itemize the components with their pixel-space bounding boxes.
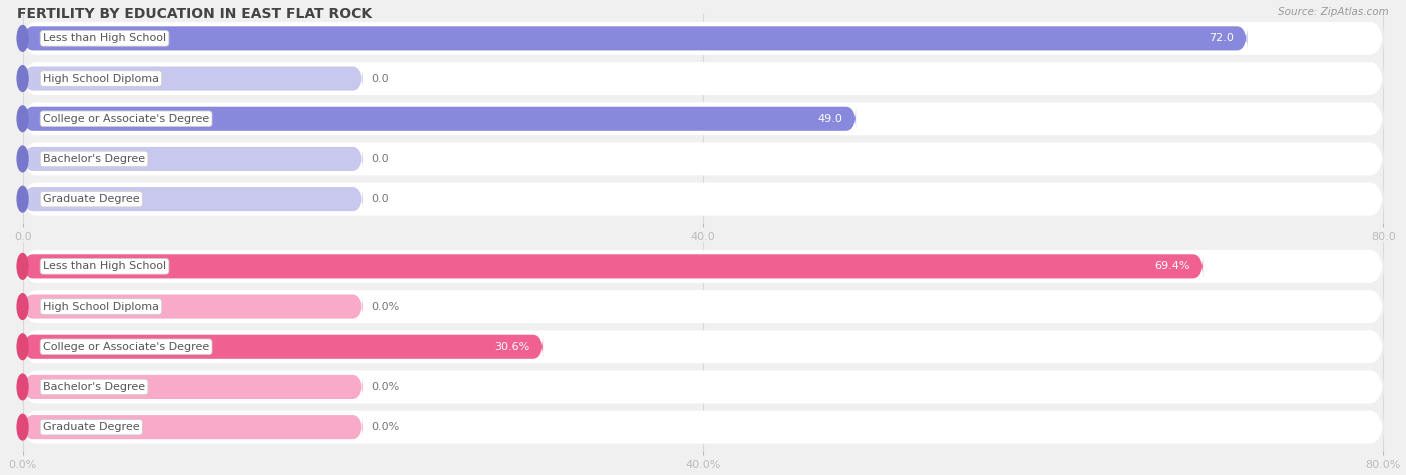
Circle shape	[17, 186, 28, 212]
Text: 0.0%: 0.0%	[371, 422, 399, 432]
FancyBboxPatch shape	[22, 22, 1384, 55]
Text: High School Diploma: High School Diploma	[44, 74, 159, 84]
FancyBboxPatch shape	[22, 290, 1384, 323]
Text: 0.0%: 0.0%	[371, 302, 399, 312]
Text: Graduate Degree: Graduate Degree	[44, 422, 139, 432]
FancyBboxPatch shape	[22, 26, 1247, 50]
Text: 0.0: 0.0	[371, 154, 389, 164]
Text: High School Diploma: High School Diploma	[44, 302, 159, 312]
FancyBboxPatch shape	[22, 66, 363, 91]
FancyBboxPatch shape	[22, 254, 1204, 278]
Text: 0.0%: 0.0%	[371, 382, 399, 392]
FancyBboxPatch shape	[22, 415, 363, 439]
FancyBboxPatch shape	[22, 294, 363, 319]
Circle shape	[17, 146, 28, 172]
Text: Graduate Degree: Graduate Degree	[44, 194, 139, 204]
FancyBboxPatch shape	[22, 250, 1384, 283]
FancyBboxPatch shape	[22, 102, 1384, 135]
Text: College or Associate's Degree: College or Associate's Degree	[44, 114, 209, 124]
Text: Source: ZipAtlas.com: Source: ZipAtlas.com	[1278, 7, 1389, 17]
Text: FERTILITY BY EDUCATION IN EAST FLAT ROCK: FERTILITY BY EDUCATION IN EAST FLAT ROCK	[17, 7, 373, 21]
FancyBboxPatch shape	[22, 335, 543, 359]
FancyBboxPatch shape	[22, 183, 1384, 216]
FancyBboxPatch shape	[22, 62, 1384, 95]
Text: 49.0: 49.0	[818, 114, 842, 124]
FancyBboxPatch shape	[22, 147, 363, 171]
Text: College or Associate's Degree: College or Associate's Degree	[44, 342, 209, 352]
Text: 0.0: 0.0	[371, 194, 389, 204]
FancyBboxPatch shape	[22, 330, 1384, 363]
Text: Bachelor's Degree: Bachelor's Degree	[44, 154, 145, 164]
Circle shape	[17, 106, 28, 132]
Text: Less than High School: Less than High School	[44, 33, 166, 43]
FancyBboxPatch shape	[22, 370, 1384, 403]
Circle shape	[17, 26, 28, 51]
FancyBboxPatch shape	[22, 411, 1384, 444]
Circle shape	[17, 66, 28, 91]
Circle shape	[17, 294, 28, 319]
Text: 0.0: 0.0	[371, 74, 389, 84]
Circle shape	[17, 334, 28, 360]
Circle shape	[17, 254, 28, 279]
FancyBboxPatch shape	[22, 142, 1384, 175]
Text: 72.0: 72.0	[1209, 33, 1233, 43]
Text: 69.4%: 69.4%	[1154, 261, 1189, 271]
FancyBboxPatch shape	[22, 375, 363, 399]
FancyBboxPatch shape	[22, 107, 856, 131]
Text: Bachelor's Degree: Bachelor's Degree	[44, 382, 145, 392]
Circle shape	[17, 374, 28, 400]
Text: 30.6%: 30.6%	[495, 342, 530, 352]
FancyBboxPatch shape	[22, 187, 363, 211]
Text: Less than High School: Less than High School	[44, 261, 166, 271]
Circle shape	[17, 414, 28, 440]
